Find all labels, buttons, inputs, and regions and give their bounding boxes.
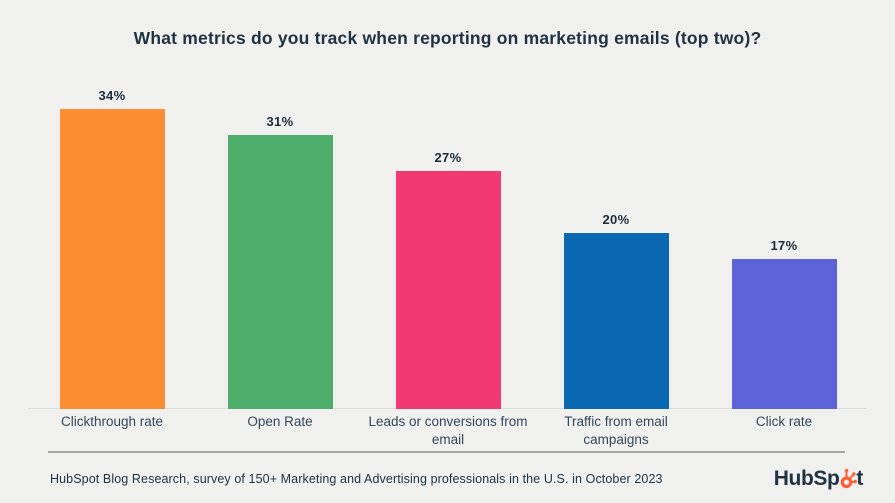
bar-column: 17% [700,0,868,409]
category-axis: Clickthrough rate Open Rate Leads or conve… [28,413,868,449]
bar-value-label: 17% [770,238,798,253]
source-attribution: HubSpot Blog Research, survey of 150+ Ma… [50,472,663,486]
bar [731,259,837,409]
logo-text-right: t [856,467,863,490]
chart-title: What metrics do you track when reporting… [133,28,762,48]
bar [227,135,333,409]
bar-value-label: 31% [266,114,294,129]
bar-column: 34% [28,0,196,409]
bar [395,171,501,409]
bar-category-label: Clickthrough rate [60,414,164,429]
hubspot-logo: HubSp t [773,467,864,491]
bar-value-label: 27% [434,150,462,165]
bar-category-label: Traffic from email campaigns [564,414,668,448]
bar-column: 31% [196,0,364,409]
hubspot-sprocket-icon [841,468,858,488]
bar-column: 27% [364,0,532,409]
bar-category-label: Open Rate [247,414,313,429]
footer-divider [48,451,845,453]
bar-value-label: 34% [98,88,126,103]
bar-category-label: Leads or conversions from email [368,414,528,448]
logo-text-left: HubSp [773,467,840,490]
bar [563,233,669,409]
plot-area: 34% 31% 27% 20% 17% [28,0,868,409]
bar-category-label: Click rate [755,414,813,429]
bar-column: 20% [532,0,700,409]
bar [59,109,165,409]
footer: HubSpot Blog Research, survey of 150+ Ma… [50,461,863,497]
bar-value-label: 20% [602,212,630,227]
